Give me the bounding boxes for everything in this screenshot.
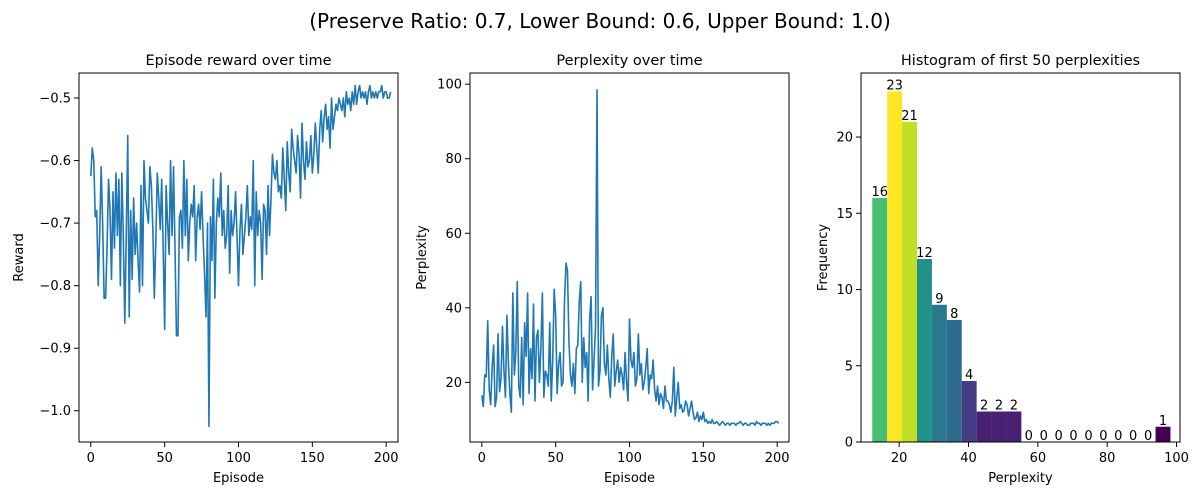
x-tick-label: 150: [300, 451, 325, 466]
histogram-bar: [1155, 426, 1171, 442]
bar-value-label: 1: [1159, 414, 1167, 429]
y-tick-label: 0: [845, 436, 853, 451]
bar-value-label: 4: [965, 368, 973, 383]
subplot-2: 0 50 100 150 200 20 40 60 80 100 Perplexity over t…: [415, 53, 790, 486]
bar-value-label: 9: [935, 292, 943, 307]
y-tick-label: 20: [836, 131, 853, 146]
axes-frame: [860, 72, 1181, 443]
y-tick-label: 40: [445, 301, 462, 316]
y-tick-label: −0.5: [39, 92, 71, 107]
x-tick-label: 100: [617, 451, 642, 466]
x-tick-label: 40: [960, 451, 977, 466]
histogram-bar: [991, 411, 1007, 442]
bar-value-label: 23: [886, 78, 903, 93]
x-tick-label: 20: [891, 451, 908, 466]
bar-value-label: 12: [916, 246, 933, 261]
series-line: [90, 84, 392, 428]
y-tick-label: −0.7: [39, 217, 71, 232]
bar-value-label: 8: [950, 307, 958, 322]
y-tick-label: 80: [445, 152, 462, 167]
y-axis-label: Reward: [12, 233, 27, 281]
bar-value-label: 2: [1010, 399, 1018, 414]
y-tick-label: 20: [445, 376, 462, 391]
subplot-title: Histogram of first 50 perplexities: [901, 53, 1140, 69]
bar-value-label: 21: [901, 109, 918, 124]
x-axis-label: Episode: [213, 471, 264, 486]
histogram-bar: [931, 304, 947, 442]
histogram-bar: [946, 320, 962, 442]
histogram-bar: [902, 121, 917, 442]
y-tick-label: −0.9: [39, 342, 71, 357]
histogram-bar: [872, 198, 888, 442]
y-axis-label: Perplexity: [415, 225, 430, 290]
bar-value-label: 0: [1144, 429, 1152, 444]
x-tick-label: 60: [1030, 451, 1047, 466]
bar-value-label: 16: [871, 185, 888, 200]
x-axis-label: Perplexity: [988, 471, 1053, 486]
subplot-title: Perplexity over time: [556, 53, 702, 69]
x-tick-label: 50: [156, 451, 173, 466]
y-axis-label: Frequency: [816, 224, 831, 291]
axes-frame: [469, 72, 790, 443]
x-tick-label: 0: [87, 451, 95, 466]
y-tick-label: 15: [836, 207, 853, 222]
y-tick-label: 60: [445, 227, 462, 242]
x-tick-label: 200: [374, 451, 399, 466]
bar-value-label: 0: [1084, 429, 1092, 444]
subplot-title: Episode reward over time: [145, 53, 331, 69]
bar-value-label: 2: [980, 399, 988, 414]
y-tick-label: −1.0: [39, 404, 71, 419]
histogram-bar: [976, 411, 992, 442]
histogram-bar: [1006, 411, 1022, 442]
bar-value-label: 2: [995, 399, 1003, 414]
histogram-bar: [961, 381, 977, 442]
histogram-bar: [887, 91, 903, 443]
bar-value-label: 0: [1054, 429, 1062, 444]
bar-value-label: 0: [1069, 429, 1077, 444]
x-tick-label: 150: [691, 451, 716, 466]
figure-title: (Preserve Ratio: 0.7, Lower Bound: 0.6, …: [309, 9, 891, 33]
bar-value-label: 0: [1040, 429, 1048, 444]
y-tick-label: −0.8: [39, 279, 71, 294]
series-line: [481, 88, 780, 427]
y-tick-label: 10: [836, 283, 853, 298]
bar-value-label: 0: [1114, 429, 1122, 444]
histogram-bar: [917, 259, 932, 442]
bar-value-label: 0: [1129, 429, 1137, 444]
bar-value-label: 0: [1025, 429, 1033, 444]
x-tick-label: 100: [1164, 451, 1189, 466]
x-tick-label: 80: [1099, 451, 1116, 466]
x-axis-label: Episode: [604, 471, 655, 486]
y-tick-label: −0.6: [39, 154, 71, 169]
x-tick-label: 200: [765, 451, 790, 466]
y-tick-label: 5: [845, 359, 853, 374]
bar-value-label: 0: [1099, 429, 1107, 444]
x-tick-label: 0: [478, 451, 486, 466]
x-tick-label: 100: [226, 451, 251, 466]
subplot-1: 0 50 100 150 200 −1.0 −0.9 −0.8 −0.7 −0.6 −0.5 Epis…: [12, 53, 399, 486]
y-tick-label: 100: [437, 78, 462, 93]
x-tick-label: 50: [547, 451, 564, 466]
